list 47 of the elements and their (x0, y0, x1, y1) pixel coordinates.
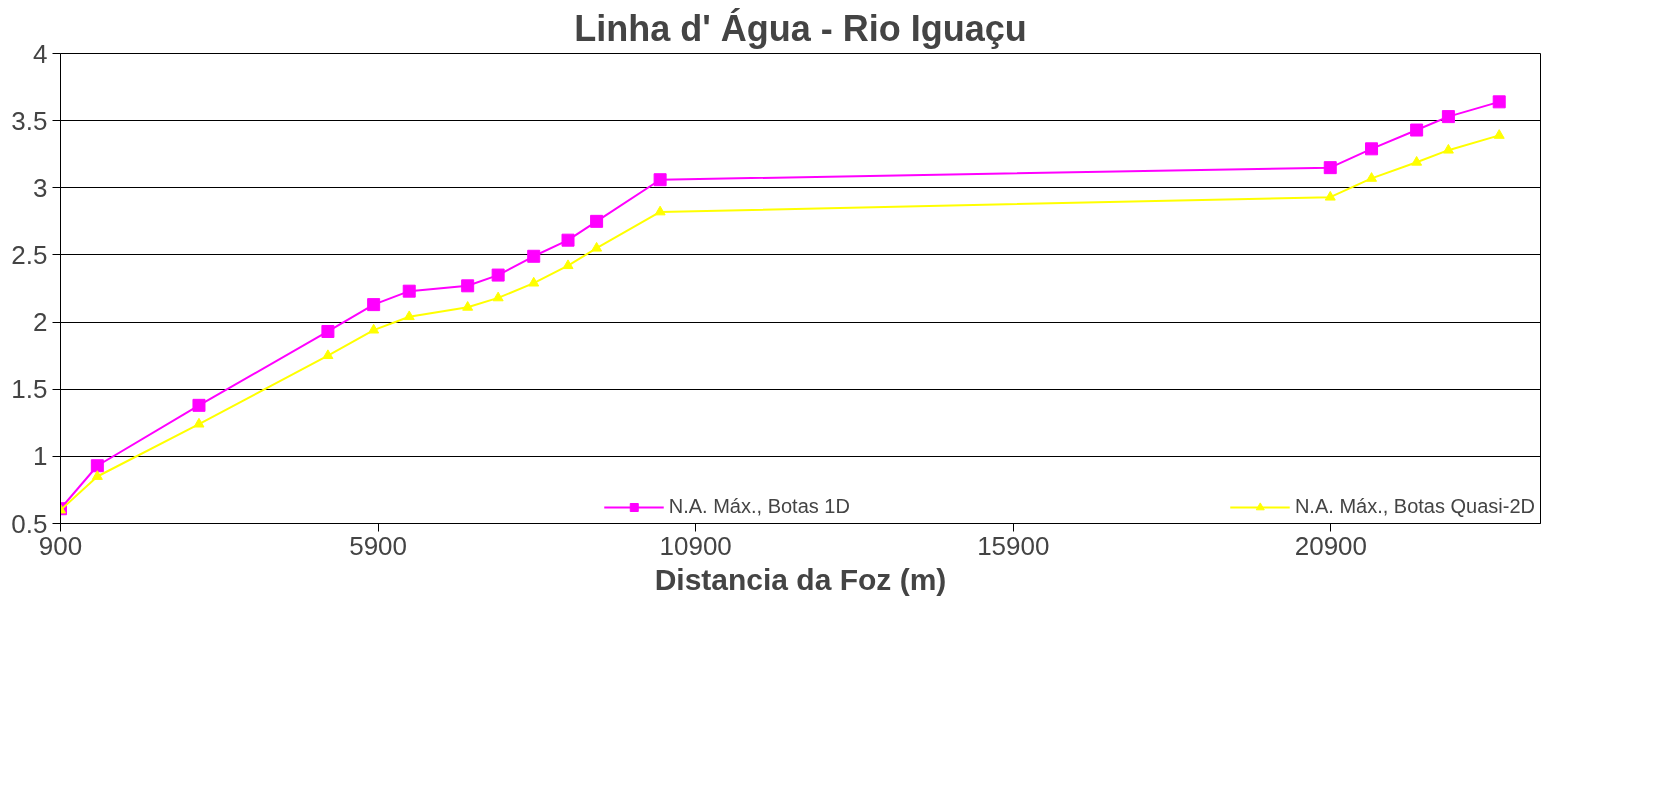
x-tick-label: 15900 (977, 530, 1050, 561)
y-tick-label: 1 (33, 441, 48, 472)
legend-label: N.A. Máx., Botas Quasi-2D (1294, 495, 1535, 518)
point (561, 233, 575, 247)
y-tick-label: 4 (33, 38, 48, 69)
point (1365, 142, 1379, 156)
point (1366, 172, 1378, 182)
point (368, 323, 380, 334)
point (1492, 95, 1506, 109)
point (1411, 156, 1423, 166)
point (403, 310, 415, 321)
point (193, 417, 205, 428)
y-tick-label: 3.5 (11, 105, 48, 136)
point (1324, 190, 1336, 201)
point (367, 298, 381, 312)
x-tick-label: 20900 (1294, 530, 1368, 561)
x-tick-label: 10900 (659, 530, 732, 561)
point (462, 301, 474, 311)
point (654, 205, 666, 216)
point (1323, 161, 1337, 175)
point (591, 241, 603, 252)
point (527, 249, 541, 263)
y-tick-label: 2 (33, 307, 48, 338)
point (192, 398, 206, 412)
point (492, 291, 504, 302)
point (90, 459, 104, 473)
point (562, 259, 574, 270)
chart-title: Linha d' Água - Rio Iguaçu (574, 7, 1027, 49)
point (322, 349, 334, 360)
point (1441, 110, 1455, 124)
point (461, 279, 475, 293)
point (402, 284, 416, 298)
point (1410, 123, 1424, 137)
point (91, 470, 103, 480)
legend-label: N.A. Máx., Botas 1D (668, 495, 850, 518)
point (1493, 129, 1505, 139)
point (653, 173, 667, 187)
x-axis-title: Distancia da Foz (m) (654, 562, 947, 596)
y-tick-label: 2.5 (11, 239, 48, 270)
point (590, 214, 604, 228)
point (528, 276, 540, 287)
point (491, 268, 505, 282)
point (321, 324, 335, 338)
y-tick-label: 3 (33, 172, 48, 203)
y-tick-label: 1.5 (11, 374, 48, 405)
x-tick-label: 5900 (349, 530, 408, 561)
point (1442, 143, 1454, 154)
